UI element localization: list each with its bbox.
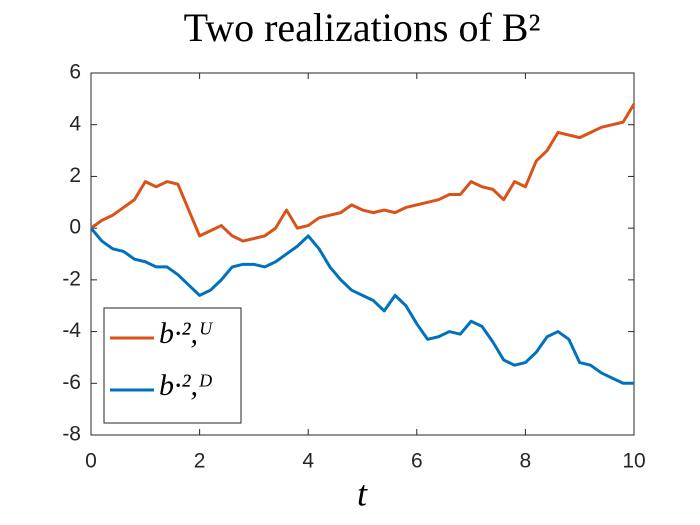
y-tick-label: -8 [62,423,81,446]
x-tick-label: 10 [622,450,645,473]
chart-title: Two realizations of B² [184,5,541,50]
x-axis-label: t [357,473,368,513]
y-tick-label: 0 [69,216,81,239]
x-tick-label: 6 [411,450,423,473]
x-tick-label: 8 [520,450,532,473]
y-tick-label: 2 [69,164,81,187]
legend-label: b·²,ᴰ [159,369,212,402]
y-tick-label: 6 [69,61,81,84]
y-tick-label: 4 [69,112,81,135]
x-tick-label: 0 [85,450,97,473]
x-tick-label: 4 [302,450,314,473]
legend-label: b·²,ᵁ [159,317,214,350]
legend-box [103,307,242,424]
x-tick-label: 2 [194,450,206,473]
y-tick-label: -6 [62,371,81,394]
series-line [90,103,636,243]
y-tick-label: -4 [62,319,81,342]
series-line [89,227,634,385]
y-tick-label: -2 [62,267,81,290]
